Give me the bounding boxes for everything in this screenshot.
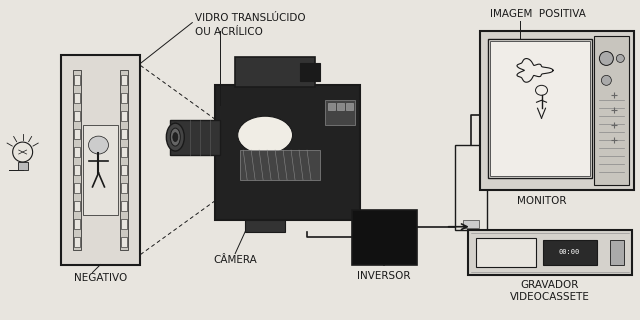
Ellipse shape <box>536 85 547 95</box>
Bar <box>122 111 127 121</box>
Text: VIDEOCASSETE: VIDEOCASSETE <box>509 292 589 302</box>
Bar <box>74 147 79 157</box>
Bar <box>488 38 593 178</box>
Bar <box>122 93 127 103</box>
Ellipse shape <box>170 128 180 146</box>
Bar <box>122 129 127 139</box>
Text: NEGATIVO: NEGATIVO <box>74 273 127 283</box>
Text: CÂMERA: CÂMERA <box>213 255 257 265</box>
Text: 00:00: 00:00 <box>559 249 580 255</box>
Ellipse shape <box>616 54 625 62</box>
Bar <box>454 145 486 230</box>
Bar <box>74 111 79 121</box>
Bar <box>245 220 285 232</box>
Bar <box>235 58 315 87</box>
Bar <box>337 103 344 110</box>
Bar <box>74 183 79 193</box>
Bar <box>122 165 127 175</box>
Text: GRAVADOR: GRAVADOR <box>520 280 579 291</box>
Bar <box>463 220 479 228</box>
Bar <box>18 162 28 170</box>
Bar <box>170 120 220 155</box>
Bar <box>122 201 127 211</box>
Bar <box>328 103 335 110</box>
Bar <box>74 165 79 175</box>
Bar <box>120 70 129 250</box>
Ellipse shape <box>237 116 292 154</box>
Bar <box>74 201 79 211</box>
Bar <box>74 93 79 103</box>
Bar <box>122 147 127 157</box>
Bar <box>215 85 360 220</box>
Bar <box>325 100 355 125</box>
Bar <box>300 63 320 81</box>
Bar <box>490 41 591 176</box>
Text: IMAGEM  POSITIVA: IMAGEM POSITIVA <box>490 9 586 19</box>
Text: VIDRO TRANSLÚCIDO: VIDRO TRANSLÚCIDO <box>195 13 306 23</box>
Ellipse shape <box>173 132 178 141</box>
Bar <box>611 240 625 265</box>
Bar <box>122 237 127 247</box>
Bar <box>122 76 127 85</box>
Bar <box>61 55 140 265</box>
Ellipse shape <box>166 123 184 151</box>
Ellipse shape <box>13 142 33 162</box>
Text: MONITOR: MONITOR <box>516 196 566 206</box>
Bar <box>352 210 417 265</box>
Bar <box>74 129 79 139</box>
Bar <box>74 237 79 247</box>
Bar <box>122 183 127 193</box>
Ellipse shape <box>88 136 108 154</box>
Bar <box>543 240 597 265</box>
Ellipse shape <box>600 52 613 65</box>
Bar <box>240 150 320 180</box>
Text: INVERSOR: INVERSOR <box>357 270 411 281</box>
Bar <box>74 219 79 229</box>
Bar <box>83 125 118 215</box>
Bar <box>346 103 353 110</box>
Bar <box>479 31 634 190</box>
Ellipse shape <box>602 76 611 85</box>
Bar <box>74 76 79 85</box>
Bar <box>72 70 81 250</box>
Bar <box>476 238 536 267</box>
Text: OU ACRÍLICO: OU ACRÍLICO <box>195 27 263 36</box>
Bar <box>595 36 629 185</box>
Bar <box>468 230 632 275</box>
Bar <box>122 219 127 229</box>
